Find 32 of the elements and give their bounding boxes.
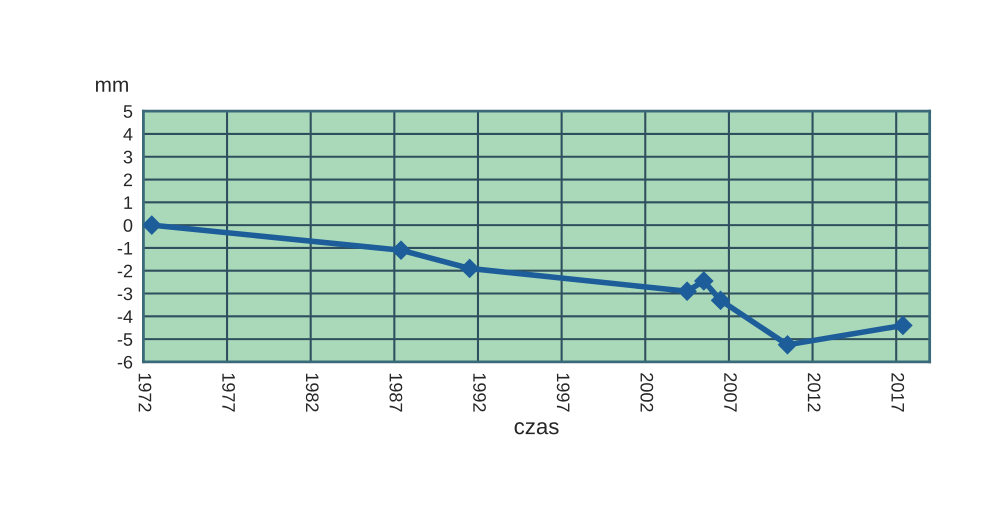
point	[460, 258, 480, 278]
y-tick-label: 0	[124, 219, 132, 232]
x-tick-label: 2002	[640, 373, 654, 412]
x-tick-label: 1982	[306, 374, 319, 412]
point	[143, 216, 162, 235]
x-tick-label: 1997	[556, 374, 570, 412]
y-tick-label: -5	[118, 333, 132, 346]
y-tick-label: 2	[124, 173, 132, 186]
y-tick-label: -4	[118, 310, 132, 323]
x-tick-label: 1992	[473, 374, 486, 412]
point	[893, 316, 912, 335]
y-tick-label: -3	[118, 287, 132, 300]
y-tick-label: 1	[124, 196, 132, 209]
y-tick-label: 4	[123, 128, 132, 140]
point	[778, 335, 797, 354]
point	[391, 240, 411, 260]
x-tick-label: 1977	[222, 374, 235, 412]
y-tick-label: -6	[118, 356, 132, 369]
y-tick-label: -2	[118, 264, 132, 278]
x-axis-title: czas	[514, 422, 559, 434]
x-tick-label: 1972	[138, 374, 152, 412]
y-axis-title: mm	[96, 80, 128, 92]
point	[711, 290, 730, 310]
point	[694, 271, 714, 291]
point	[678, 282, 697, 301]
y-tick-label: -1	[118, 242, 132, 254]
x-tick-label: 2007	[724, 373, 737, 412]
y-tick-label: 3	[124, 150, 132, 164]
y-tick-label: 5	[124, 105, 132, 118]
x-tick-label: 1987	[389, 374, 402, 412]
x-tick-label: 2012	[808, 373, 820, 412]
x-tick-label: 2017	[891, 373, 904, 412]
